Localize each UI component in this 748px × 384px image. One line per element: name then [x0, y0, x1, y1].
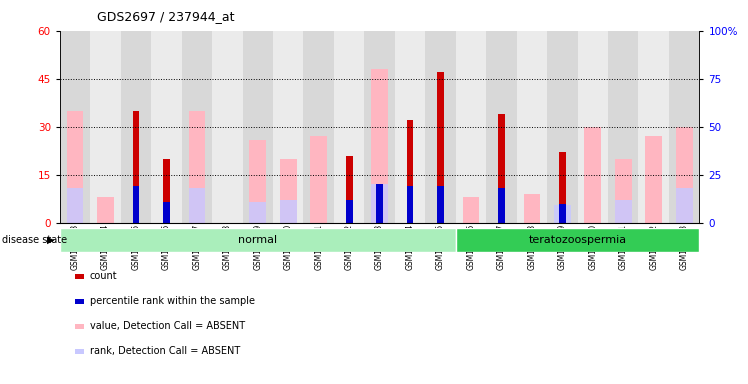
Bar [376, 184, 383, 223]
Bar [395, 31, 426, 223]
Bar [675, 188, 693, 223]
Bar [669, 31, 699, 223]
Bar [97, 197, 114, 223]
Bar [60, 31, 91, 223]
Bar [242, 31, 273, 223]
Text: GDS2697 / 237944_at: GDS2697 / 237944_at [97, 10, 235, 23]
Bar [60, 228, 456, 252]
Bar [182, 31, 212, 223]
Bar [456, 31, 486, 223]
Bar [249, 202, 266, 223]
Bar [67, 111, 84, 223]
Bar [524, 194, 540, 223]
Bar [547, 31, 577, 223]
Bar [426, 31, 456, 223]
Text: rank, Detection Call = ABSENT: rank, Detection Call = ABSENT [90, 346, 240, 356]
Bar [517, 31, 547, 223]
Bar [371, 184, 388, 223]
Bar [151, 31, 182, 223]
Bar [120, 31, 151, 223]
Text: count: count [90, 271, 117, 281]
Text: disease state: disease state [2, 235, 67, 245]
Bar [163, 159, 170, 223]
Bar [498, 114, 505, 223]
Bar [577, 31, 608, 223]
Bar [608, 31, 639, 223]
Bar [67, 188, 84, 223]
Bar [346, 200, 352, 223]
Bar [310, 136, 327, 223]
Bar [584, 127, 601, 223]
Text: normal: normal [238, 235, 278, 245]
Bar [559, 152, 565, 223]
Bar [280, 200, 297, 223]
Bar [304, 31, 334, 223]
Bar [346, 156, 352, 223]
Bar [456, 228, 699, 252]
Bar [554, 205, 571, 223]
Text: ▶: ▶ [47, 235, 55, 245]
Bar [163, 202, 170, 223]
Bar [132, 186, 139, 223]
Bar [646, 136, 662, 223]
Bar [273, 31, 304, 223]
Text: value, Detection Call = ABSENT: value, Detection Call = ABSENT [90, 321, 245, 331]
Text: percentile rank within the sample: percentile rank within the sample [90, 296, 255, 306]
Bar [437, 72, 444, 223]
Bar [615, 159, 631, 223]
Bar [498, 188, 505, 223]
Bar [132, 111, 139, 223]
Bar [188, 111, 205, 223]
Bar [188, 188, 205, 223]
Bar [486, 31, 517, 223]
Bar [559, 204, 565, 223]
Bar [371, 69, 388, 223]
Bar [639, 31, 669, 223]
Bar [675, 127, 693, 223]
Bar [212, 31, 242, 223]
Bar [407, 186, 414, 223]
Bar [615, 200, 631, 223]
Bar [462, 197, 479, 223]
Bar [280, 159, 297, 223]
Bar [334, 31, 364, 223]
Bar [364, 31, 395, 223]
Bar [249, 139, 266, 223]
Bar [407, 120, 414, 223]
Text: teratozoospermia: teratozoospermia [529, 235, 627, 245]
Bar [437, 186, 444, 223]
Bar [91, 31, 120, 223]
